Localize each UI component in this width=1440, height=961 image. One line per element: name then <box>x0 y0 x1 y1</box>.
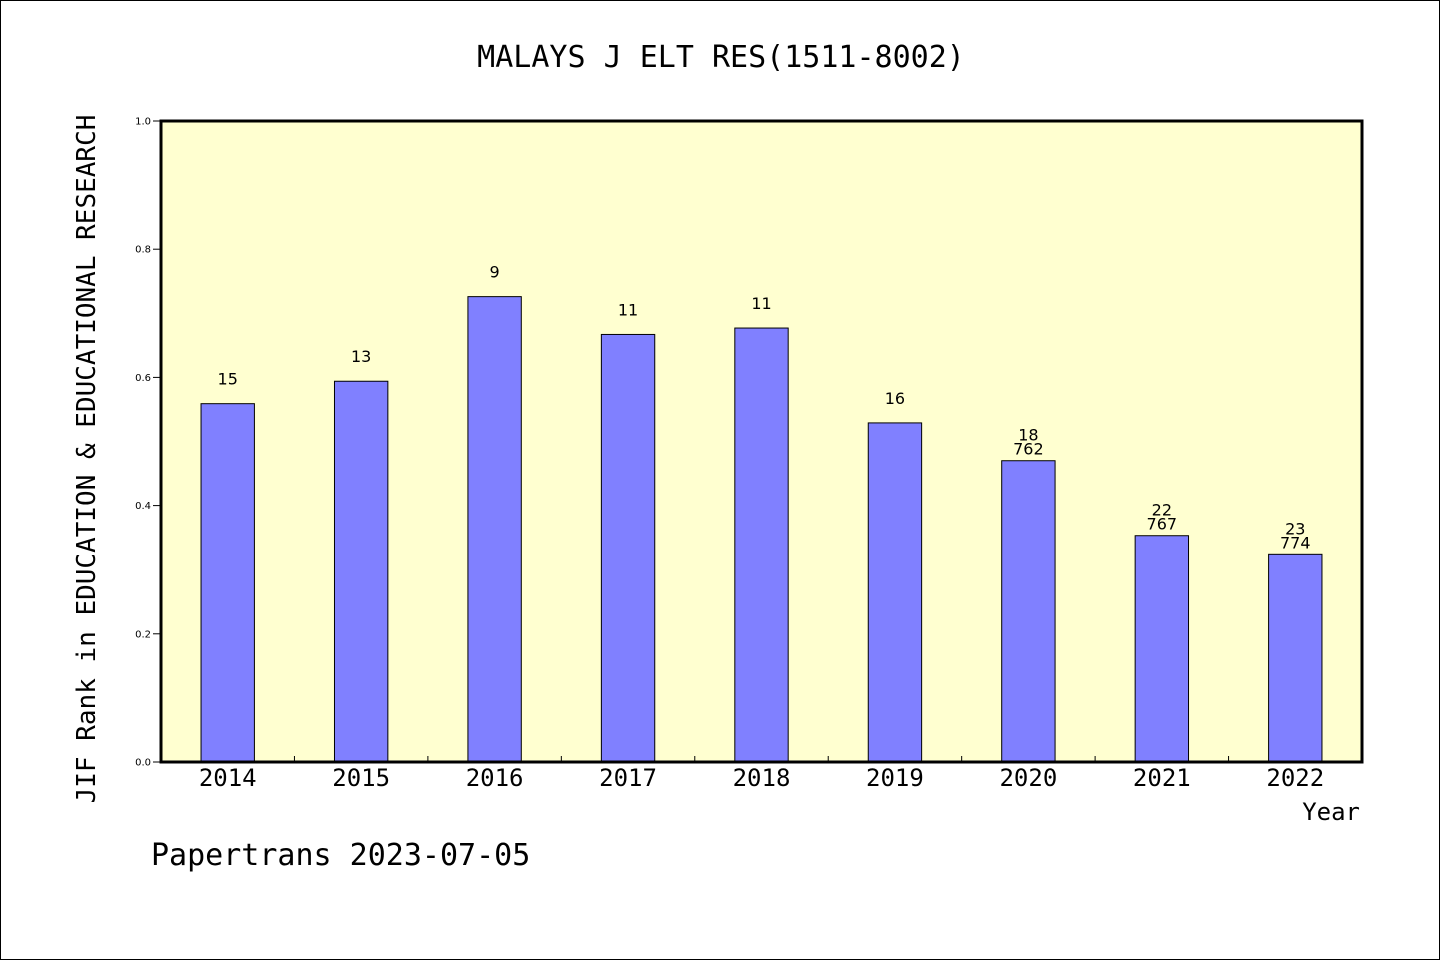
bar-2014 <box>200 403 255 763</box>
x-tick-label-2021: 2021 <box>1133 764 1191 792</box>
bar-2015 <box>333 380 389 763</box>
x-axis-ticks: 2014 2015 2016 2017 2018 2019 2020 2021 2022 <box>199 756 1324 792</box>
y-tick-label: 0.4 <box>135 501 151 512</box>
bar-2019 <box>867 422 923 763</box>
rank-label-2015: 13 <box>351 347 371 366</box>
bar-2016 <box>467 296 522 763</box>
rank-label-2022: 23 <box>1285 519 1305 538</box>
y-tick-label: 0.0 <box>135 758 151 769</box>
rank-label-2014: 15 <box>218 370 238 389</box>
rank-label-2021: 22 <box>1152 501 1172 520</box>
x-tick-label-2016: 2016 <box>466 764 524 792</box>
bar-2021 <box>1134 535 1190 763</box>
bars-group <box>200 296 1323 763</box>
x-axis-label: Year <box>1302 798 1360 826</box>
x-tick-label-2017: 2017 <box>599 764 657 792</box>
total-label-2020: 762 <box>1013 440 1044 459</box>
footer-text: Papertrans 2023-07-05 <box>151 838 530 873</box>
bar-2020 <box>1001 460 1056 763</box>
x-tick-label-2015: 2015 <box>332 764 390 792</box>
y-tick-label: 1.0 <box>135 117 151 128</box>
bar-2018 <box>734 327 789 763</box>
x-tick-label-2019: 2019 <box>866 764 924 792</box>
y-tick-label: 0.2 <box>135 629 151 640</box>
x-tick-label-2018: 2018 <box>733 764 791 792</box>
total-label-2021: 767 <box>1147 515 1178 534</box>
rank-label-2016: 9 <box>490 263 500 282</box>
rank-label-2018: 11 <box>751 294 771 313</box>
x-tick-label-2014: 2014 <box>199 764 257 792</box>
rank-label-2017: 11 <box>618 300 638 319</box>
bar-2017 <box>600 333 656 763</box>
y-tick-label: 0.6 <box>135 373 151 384</box>
chart-title: MALAYS J ELT RES(1511-8002) <box>477 40 965 75</box>
x-tick-label-2022: 2022 <box>1266 764 1324 792</box>
bar-2022 <box>1268 553 1323 763</box>
y-axis-label: JIF Rank in EDUCATION & EDUCATIONAL RESE… <box>72 115 102 804</box>
rank-label-2019: 16 <box>885 389 905 408</box>
plot-border <box>159 119 1364 764</box>
x-tick-label-2020: 2020 <box>999 764 1057 792</box>
rank-label-2020: 18 <box>1018 426 1038 445</box>
total-label-2022: 774 <box>1280 533 1311 552</box>
y-tick-label: 0.8 <box>135 245 151 256</box>
y-axis-ticks: 0.0 0.2 0.4 0.6 0.8 1.0 <box>135 117 161 769</box>
